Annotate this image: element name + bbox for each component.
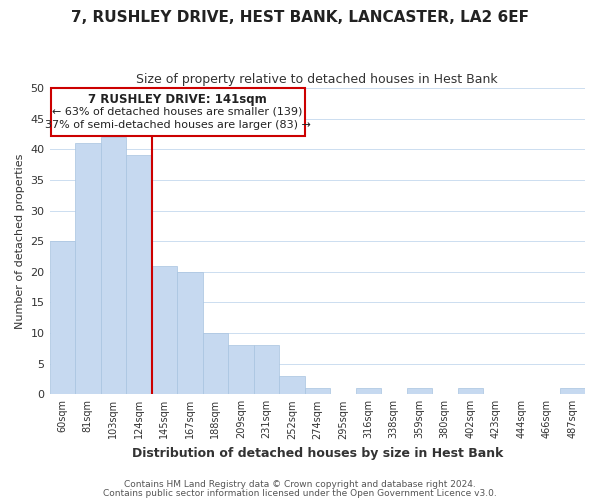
Bar <box>177 272 203 394</box>
FancyBboxPatch shape <box>51 88 305 136</box>
Title: Size of property relative to detached houses in Hest Bank: Size of property relative to detached ho… <box>136 72 498 86</box>
X-axis label: Distribution of detached houses by size in Hest Bank: Distribution of detached houses by size … <box>131 447 503 460</box>
Bar <box>458 388 483 394</box>
Bar <box>560 388 585 394</box>
Text: 37% of semi-detached houses are larger (83) →: 37% of semi-detached houses are larger (… <box>45 120 311 130</box>
Bar <box>279 376 305 394</box>
Bar <box>203 333 228 394</box>
Bar <box>305 388 330 394</box>
Bar <box>101 137 126 394</box>
Bar <box>75 143 101 395</box>
Bar <box>356 388 381 394</box>
Bar <box>152 266 177 394</box>
Text: 7, RUSHLEY DRIVE, HEST BANK, LANCASTER, LA2 6EF: 7, RUSHLEY DRIVE, HEST BANK, LANCASTER, … <box>71 10 529 25</box>
Text: ← 63% of detached houses are smaller (139): ← 63% of detached houses are smaller (13… <box>52 106 303 117</box>
Y-axis label: Number of detached properties: Number of detached properties <box>15 154 25 329</box>
Text: 7 RUSHLEY DRIVE: 141sqm: 7 RUSHLEY DRIVE: 141sqm <box>88 93 267 106</box>
Text: Contains HM Land Registry data © Crown copyright and database right 2024.: Contains HM Land Registry data © Crown c… <box>124 480 476 489</box>
Bar <box>126 156 152 394</box>
Bar <box>228 346 254 395</box>
Text: Contains public sector information licensed under the Open Government Licence v3: Contains public sector information licen… <box>103 488 497 498</box>
Bar <box>50 241 75 394</box>
Bar <box>407 388 432 394</box>
Bar <box>254 346 279 395</box>
